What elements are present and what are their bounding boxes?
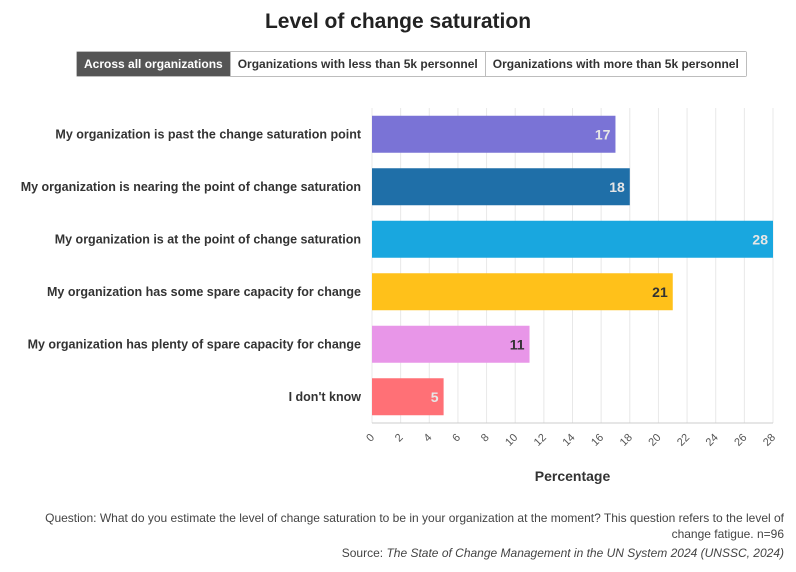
tab-across-all-organizations[interactable]: Across all organizations <box>77 52 230 76</box>
tick-label: 14 <box>560 432 577 449</box>
bar <box>372 325 530 363</box>
question-note: Question: What do you estimate the level… <box>45 511 784 541</box>
data-label: 21 <box>652 284 668 300</box>
tick-label: 6 <box>450 432 463 445</box>
tick-label: 0 <box>364 432 377 445</box>
tick-label: 2 <box>393 432 406 445</box>
bar <box>372 220 773 258</box>
category-label: My organization has plenty of spare capa… <box>28 337 361 351</box>
bar <box>372 378 444 416</box>
data-label: 11 <box>510 336 525 352</box>
category-label: My organization is nearing the point of … <box>21 180 361 194</box>
tick-label: 26 <box>732 432 749 449</box>
bar <box>372 168 630 206</box>
category-label: My organization is at the point of chang… <box>55 232 361 246</box>
data-label: 18 <box>609 179 625 195</box>
organization-filter-tabs: Across all organizations Organizations w… <box>76 51 747 77</box>
tick-label: 22 <box>675 432 692 449</box>
bar <box>372 115 616 153</box>
bar-chart: My organization is past the change satur… <box>21 108 778 484</box>
tick-label: 20 <box>646 432 663 449</box>
category-label: My organization has some spare capacity … <box>47 285 361 299</box>
source-title: The State of Change Management in the UN… <box>386 546 784 560</box>
tick-label: 4 <box>422 432 435 445</box>
bar <box>372 273 673 311</box>
data-label: 28 <box>752 231 768 247</box>
category-label: My organization is past the change satur… <box>55 127 361 141</box>
tick-label: 16 <box>589 432 606 449</box>
data-label: 5 <box>431 389 439 405</box>
tick-label: 24 <box>704 432 721 449</box>
source-note: Source: The State of Change Management i… <box>4 545 784 561</box>
tab-less-than-5k-personnel[interactable]: Organizations with less than 5k personne… <box>229 52 485 76</box>
tick-label: 18 <box>618 432 635 449</box>
tab-more-than-5k-personnel[interactable]: Organizations with more than 5k personne… <box>484 52 746 76</box>
tick-label: 10 <box>503 432 520 449</box>
source-prefix: Source: <box>341 546 387 560</box>
x-axis-title: Percentage <box>535 468 611 484</box>
tick-label: 8 <box>479 432 492 445</box>
tick-label: 28 <box>761 432 778 449</box>
data-label: 17 <box>595 126 611 142</box>
category-label: I don't know <box>289 390 362 404</box>
tick-label: 12 <box>532 432 549 449</box>
chart-title: Level of change saturation <box>264 10 532 33</box>
